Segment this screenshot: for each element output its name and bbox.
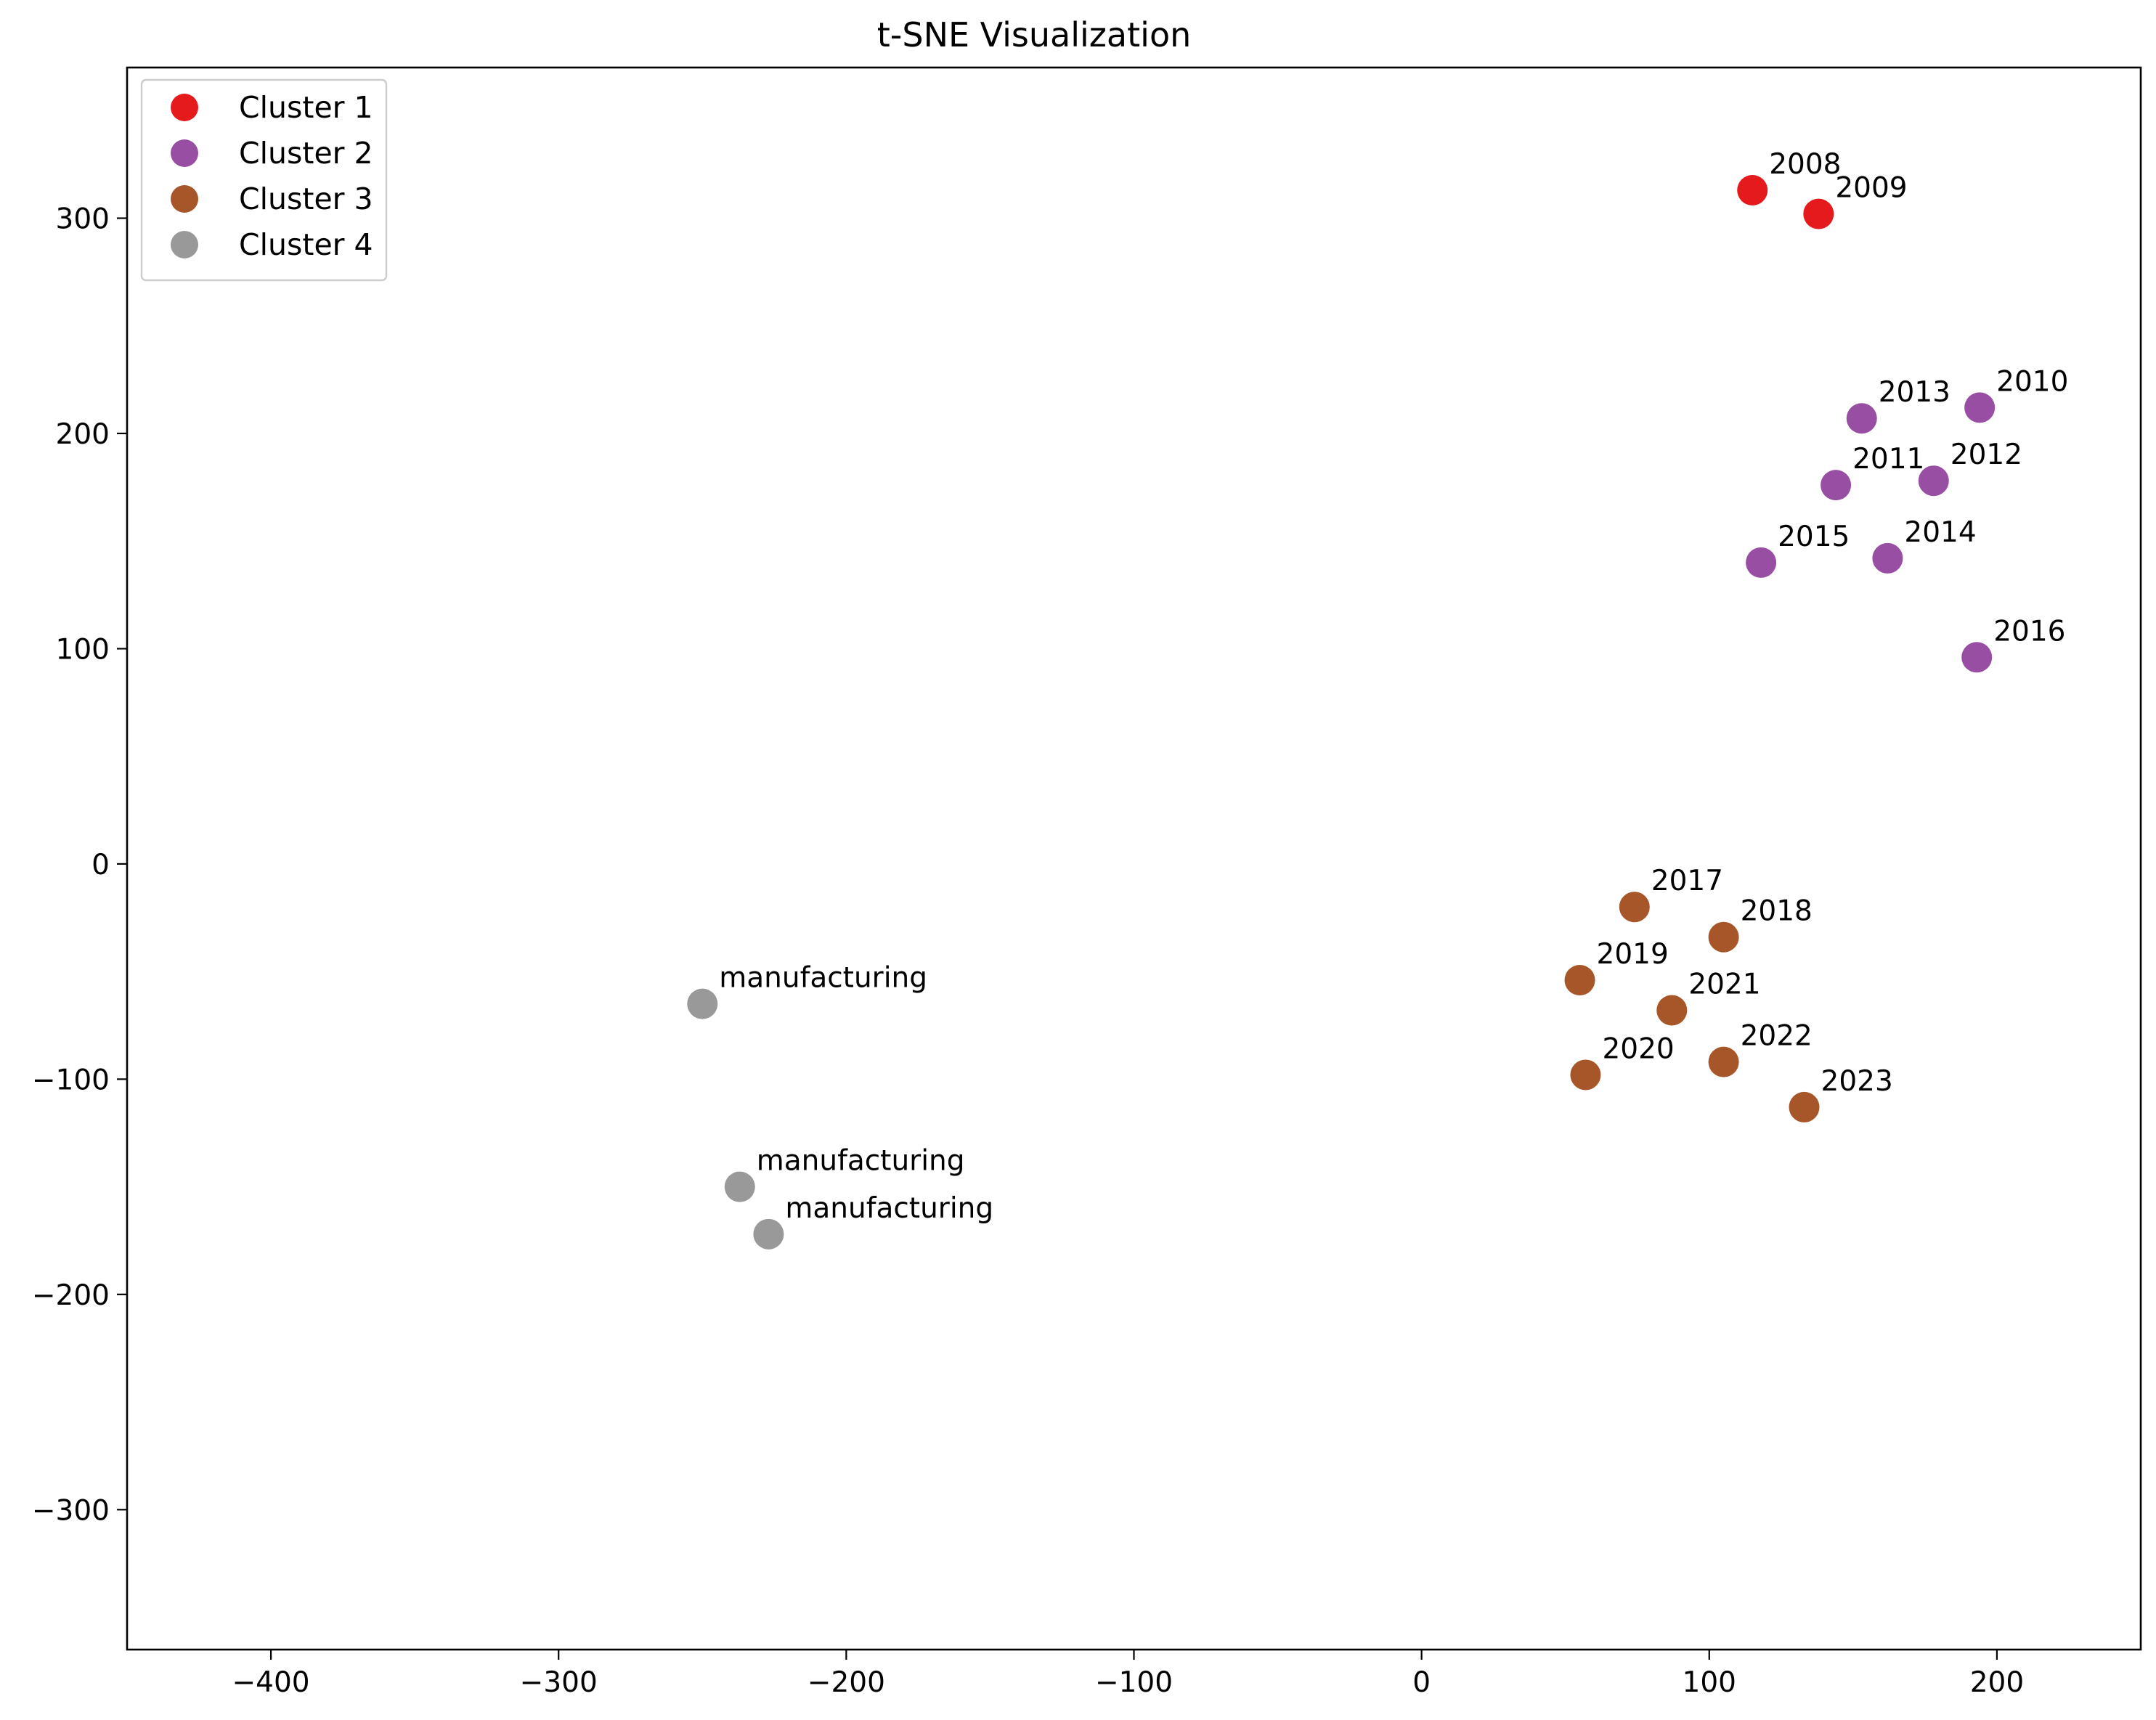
x-tick-label: 0 [1412,1666,1431,1699]
x-tick-label: 200 [1970,1666,2024,1699]
series-2: 2013 2010 2011 2012 2015 2014 2016 [1746,365,2068,673]
legend-entry: Cluster 2 [239,136,373,171]
data-point [1789,1091,1820,1122]
data-point [687,988,718,1019]
y-tick-label: 100 [56,633,110,666]
data-point [1619,892,1650,923]
point-label: 2016 [1993,615,2065,648]
y-tick-label: −300 [32,1494,110,1527]
y-tick-label: −200 [32,1279,110,1312]
data-point [1564,965,1595,996]
point-label: 2022 [1741,1020,1813,1053]
legend: Cluster 1 Cluster 2 Cluster 3 Cluster 4 [140,78,388,282]
x-tick-label: −100 [1095,1666,1173,1699]
y-tick-label: 300 [56,203,110,236]
x-tick-label: 100 [1683,1666,1736,1699]
chart-title: t-SNE Visualization [877,15,1192,54]
data-point [1708,1046,1739,1077]
point-label: 2017 [1651,865,1723,897]
legend-marker [171,139,198,167]
point-label: manufacturing [785,1192,993,1225]
point-label: 2021 [1688,969,1760,1001]
data-point [1746,547,1777,578]
point-label: 2009 [1835,172,1907,205]
point-label: 2013 [1879,376,1950,409]
legend-entry: Cluster 1 [239,90,373,125]
x-tick-label: −300 [520,1666,598,1699]
x-tick-label: −200 [808,1666,885,1699]
point-label: manufacturing [757,1145,965,1178]
point-label: 2019 [1597,938,1669,971]
x-tick-label: −400 [232,1666,310,1699]
data-point [1708,921,1739,953]
axes: −400 −300 −200 −100 0 100 200 −300 −200 −100 0 100 2… [32,203,2024,1699]
data-point [1964,392,1996,423]
point-label: 2018 [1741,895,1813,928]
y-tick-label: 0 [91,849,110,881]
point-label: 2014 [1904,516,1976,549]
data-point [1656,995,1688,1026]
point-label: 2012 [1950,439,2022,471]
data-point [1570,1059,1601,1091]
legend-entry: Cluster 3 [239,182,373,216]
legend-marker [171,94,198,121]
data-point [1737,174,1768,205]
data-point [1821,470,1852,501]
data-point [1846,403,1877,434]
data-point [1961,642,1993,673]
data-point [1803,198,1834,229]
legend-marker [171,231,198,258]
y-tick-label: 200 [56,418,110,451]
point-label: 2023 [1821,1065,1893,1098]
data-point [753,1218,784,1250]
y-tick-label: −100 [32,1064,110,1096]
point-label: 2010 [1996,365,2068,398]
series-4: manufacturing manufacturing manufacturing [687,962,993,1250]
legend-marker [171,185,198,213]
legend-entry: Cluster 4 [239,227,373,262]
legend-box [140,78,388,282]
data-point [724,1171,755,1202]
point-label: 2020 [1602,1032,1674,1065]
point-label: 2011 [1852,443,1924,476]
point-label: 2015 [1778,521,1850,553]
data-point [1918,465,1949,497]
data-point [1872,542,1903,574]
point-label: manufacturing [719,962,927,995]
point-label: 2008 [1769,148,1841,181]
